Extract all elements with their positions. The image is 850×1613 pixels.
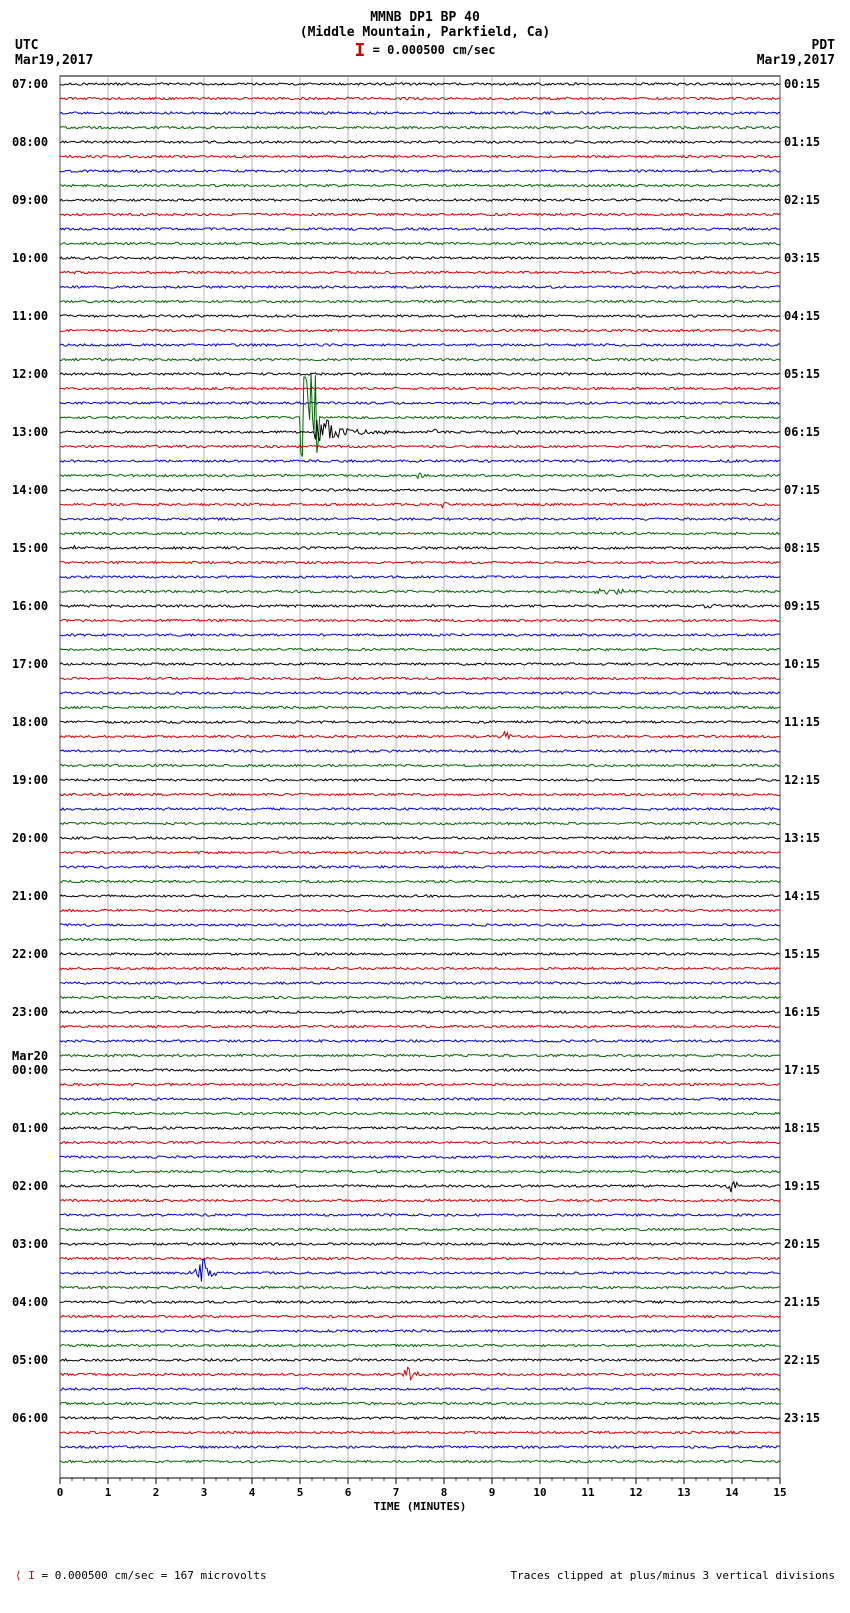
svg-text:06:00: 06:00 <box>12 1411 48 1425</box>
svg-text:02:15: 02:15 <box>784 193 820 207</box>
svg-text:14:00: 14:00 <box>12 483 48 497</box>
svg-text:07:00: 07:00 <box>12 77 48 91</box>
svg-text:02:00: 02:00 <box>12 1179 48 1193</box>
svg-text:14:15: 14:15 <box>784 889 820 903</box>
pdt-date-label: Mar19,2017 <box>757 53 835 68</box>
svg-text:06:15: 06:15 <box>784 425 820 439</box>
svg-text:13:00: 13:00 <box>12 425 48 439</box>
svg-text:22:00: 22:00 <box>12 947 48 961</box>
utc-date-label: Mar19,2017 <box>15 53 93 68</box>
svg-text:12:15: 12:15 <box>784 773 820 787</box>
svg-text:18:00: 18:00 <box>12 715 48 729</box>
svg-text:14: 14 <box>725 1486 739 1499</box>
footer-clip-text: Traces clipped at plus/minus 3 vertical … <box>510 1569 835 1582</box>
svg-text:00:15: 00:15 <box>784 77 820 91</box>
svg-text:Mar20: Mar20 <box>12 1049 48 1063</box>
svg-text:09:15: 09:15 <box>784 599 820 613</box>
svg-text:05:00: 05:00 <box>12 1353 48 1367</box>
svg-text:16:00: 16:00 <box>12 599 48 613</box>
scale-bar-icon: I <box>355 40 366 61</box>
svg-text:11: 11 <box>581 1486 595 1499</box>
svg-text:15:15: 15:15 <box>784 947 820 961</box>
svg-text:1: 1 <box>105 1486 112 1499</box>
svg-text:09:00: 09:00 <box>12 193 48 207</box>
svg-text:10: 10 <box>533 1486 546 1499</box>
svg-text:18:15: 18:15 <box>784 1121 820 1135</box>
svg-text:19:15: 19:15 <box>784 1179 820 1193</box>
svg-text:20:15: 20:15 <box>784 1237 820 1251</box>
svg-text:20:00: 20:00 <box>12 831 48 845</box>
svg-text:4: 4 <box>249 1486 256 1499</box>
svg-text:12:00: 12:00 <box>12 367 48 381</box>
svg-text:00:00: 00:00 <box>12 1063 48 1077</box>
svg-text:04:00: 04:00 <box>12 1295 48 1309</box>
svg-text:5: 5 <box>297 1486 304 1499</box>
svg-text:12: 12 <box>629 1486 642 1499</box>
seismogram-chart: 07:00 08:00 09:00 10:00 11:00 12:00 13:00 14:00… <box>0 71 850 1561</box>
svg-text:11:00: 11:00 <box>12 309 48 323</box>
svg-text:11:15: 11:15 <box>784 715 820 729</box>
svg-text:15:00: 15:00 <box>12 541 48 555</box>
station-title: MMNB DP1 BP 40 <box>0 10 850 25</box>
svg-text:08:00: 08:00 <box>12 135 48 149</box>
svg-text:01:15: 01:15 <box>784 135 820 149</box>
svg-text:13:15: 13:15 <box>784 831 820 845</box>
svg-text:TIME (MINUTES): TIME (MINUTES) <box>374 1500 467 1513</box>
svg-text:0: 0 <box>57 1486 64 1499</box>
svg-text:17:15: 17:15 <box>784 1063 820 1077</box>
svg-text:8: 8 <box>441 1486 448 1499</box>
svg-text:10:00: 10:00 <box>12 251 48 265</box>
pdt-tz-label: PDT <box>812 38 835 53</box>
footer-scale-icon: ⟨ I <box>15 1569 35 1582</box>
svg-text:6: 6 <box>345 1486 352 1499</box>
station-location: (Middle Mountain, Parkfield, Ca) <box>0 25 850 40</box>
svg-text:03:15: 03:15 <box>784 251 820 265</box>
utc-tz-label: UTC <box>15 38 38 53</box>
footer-scale-text: = 0.000500 cm/sec = 167 microvolts <box>42 1569 267 1582</box>
svg-text:7: 7 <box>393 1486 400 1499</box>
svg-text:15: 15 <box>773 1486 786 1499</box>
svg-text:23:15: 23:15 <box>784 1411 820 1425</box>
svg-text:17:00: 17:00 <box>12 657 48 671</box>
svg-text:2: 2 <box>153 1486 160 1499</box>
svg-text:23:00: 23:00 <box>12 1005 48 1019</box>
svg-text:9: 9 <box>489 1486 496 1499</box>
svg-text:07:15: 07:15 <box>784 483 820 497</box>
svg-text:08:15: 08:15 <box>784 541 820 555</box>
svg-text:03:00: 03:00 <box>12 1237 48 1251</box>
svg-text:13: 13 <box>677 1486 690 1499</box>
svg-text:16:15: 16:15 <box>784 1005 820 1019</box>
scale-value: = 0.000500 cm/sec <box>373 43 496 57</box>
svg-text:10:15: 10:15 <box>784 657 820 671</box>
svg-text:22:15: 22:15 <box>784 1353 820 1367</box>
svg-text:21:15: 21:15 <box>784 1295 820 1309</box>
svg-text:21:00: 21:00 <box>12 889 48 903</box>
svg-text:3: 3 <box>201 1486 208 1499</box>
svg-text:01:00: 01:00 <box>12 1121 48 1135</box>
svg-text:19:00: 19:00 <box>12 773 48 787</box>
svg-text:04:15: 04:15 <box>784 309 820 323</box>
svg-text:05:15: 05:15 <box>784 367 820 381</box>
